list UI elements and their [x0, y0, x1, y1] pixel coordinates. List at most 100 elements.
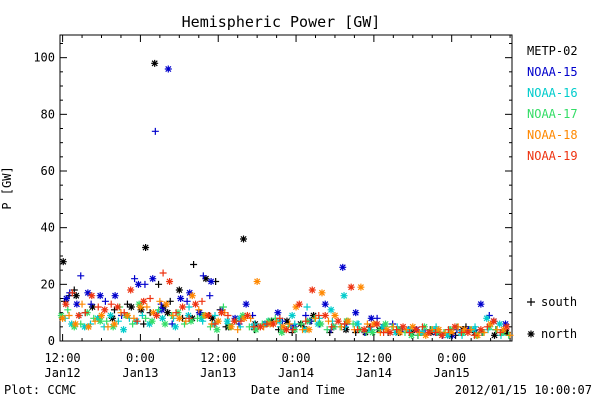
point-noaa-18-north [162, 300, 170, 308]
point-noaa-15-south [151, 127, 159, 135]
point-noaa-18-north [500, 326, 508, 334]
point-noaa-19-south [315, 312, 323, 319]
point-noaa-16-north [353, 320, 361, 328]
point-noaa-17-north [57, 312, 65, 319]
point-noaa-16-north [236, 314, 244, 322]
point-noaa-17-south [155, 306, 163, 314]
point-noaa-19-south [94, 303, 102, 311]
point-noaa-17-north [407, 331, 415, 339]
point-noaa-19-south [341, 320, 349, 328]
legend-item-noaa-16: NOAA-16 [527, 86, 578, 100]
point-noaa-19-south [198, 297, 206, 305]
point-noaa-15-north [290, 323, 298, 331]
point-noaa-19-south [419, 323, 427, 331]
point-noaa-15-north [84, 289, 92, 297]
point-noaa-19-south [250, 323, 258, 331]
point-metp-02-north [175, 286, 183, 294]
point-noaa-16-north [107, 312, 115, 319]
x-tick-label-time: 0:00 [437, 351, 466, 365]
point-noaa-18-north [435, 326, 443, 334]
point-noaa-19-south [444, 326, 452, 334]
point-noaa-19-north [282, 326, 290, 334]
point-noaa-19-south [289, 326, 297, 334]
point-noaa-18-north [383, 326, 391, 334]
point-noaa-16-north [223, 317, 231, 325]
point-noaa-19-south [328, 323, 336, 331]
x-tick-label-time: 12:00 [200, 351, 236, 365]
point-metp-02-north [502, 329, 510, 336]
point-noaa-19-north [269, 320, 277, 328]
point-noaa-19-south [185, 314, 193, 322]
point-noaa-15-north [274, 309, 282, 317]
point-noaa-18-south [104, 323, 112, 331]
point-noaa-15-north [477, 300, 485, 308]
point-noaa-18-north [59, 314, 67, 322]
point-noaa-16-north [379, 323, 387, 331]
point-noaa-19-south [302, 317, 310, 325]
point-noaa-17-north [70, 323, 78, 331]
x-tick-label-time: 12:00 [356, 351, 392, 365]
point-noaa-19-north [192, 300, 200, 308]
point-metp-02-north [283, 317, 291, 325]
point-noaa-19-north [153, 312, 161, 319]
point-noaa-18-north [396, 329, 404, 336]
y-axis-label: P [GW] [0, 166, 14, 209]
point-metp-02-south [155, 280, 163, 288]
point-noaa-16-north [120, 326, 128, 334]
point-noaa-16-north [68, 320, 76, 328]
point-metp-02-south [166, 297, 174, 305]
point-metp-02-south [123, 300, 131, 308]
data-points [57, 59, 514, 339]
point-metp-02-north [88, 303, 96, 311]
legend-item-metp-02: METP-02 [527, 44, 578, 58]
point-noaa-19-north [360, 326, 368, 334]
point-metp-02-north [72, 292, 80, 300]
point-noaa-19-north [399, 323, 407, 331]
point-noaa-19-north [101, 306, 109, 314]
point-noaa-15-north [62, 295, 70, 302]
point-metp-02-north [160, 303, 168, 311]
point-noaa-19-south [120, 309, 128, 317]
point-noaa-19-south [107, 300, 115, 308]
point-noaa-18-south [234, 326, 242, 334]
point-metp-02-north [127, 303, 135, 311]
point-noaa-18-south [143, 303, 151, 311]
point-noaa-17-north [239, 312, 247, 319]
point-metp-02-north [151, 59, 159, 67]
point-noaa-15-north [242, 300, 250, 308]
x-tick-label-date: Jan13 [122, 366, 158, 380]
point-noaa-19-north [373, 320, 381, 328]
point-noaa-17-south [103, 317, 111, 325]
point-noaa-15-north [207, 278, 215, 285]
point-noaa-18-north [279, 323, 287, 331]
point-metp-02-north [142, 244, 150, 251]
y-tick-label: 80 [41, 107, 55, 121]
point-noaa-18-north [123, 312, 131, 319]
point-noaa-19-south [431, 329, 439, 336]
point-noaa-15-north [231, 314, 239, 322]
point-noaa-19-south [483, 323, 491, 331]
legend-item-noaa-15: NOAA-15 [527, 65, 578, 79]
point-noaa-19-north [464, 329, 472, 336]
point-noaa-19-south [406, 329, 414, 336]
x-tick-label-date: Jan12 [45, 366, 81, 380]
point-noaa-15-north [502, 320, 510, 328]
point-noaa-16-north [94, 314, 102, 322]
legend-item-noaa-18: NOAA-18 [527, 128, 578, 142]
y-tick-label: 0 [48, 334, 55, 348]
x-tick-label-time: 12:00 [45, 351, 81, 365]
point-noaa-18-north [136, 303, 144, 311]
point-noaa-18-south [299, 326, 307, 334]
point-noaa-18-north [98, 312, 106, 319]
point-metp-02-north [471, 329, 479, 336]
x-tick-label-date: Jan14 [278, 366, 314, 380]
point-noaa-19-north [62, 300, 70, 308]
point-noaa-15-south [141, 280, 149, 288]
point-noaa-19-north [334, 317, 342, 325]
point-noaa-15-north [149, 275, 157, 283]
point-metp-02-north [202, 275, 210, 283]
point-noaa-17-south [323, 326, 331, 334]
point-metp-02-north [109, 314, 117, 322]
plot-frame [59, 34, 513, 342]
point-noaa-19-north [205, 312, 213, 319]
